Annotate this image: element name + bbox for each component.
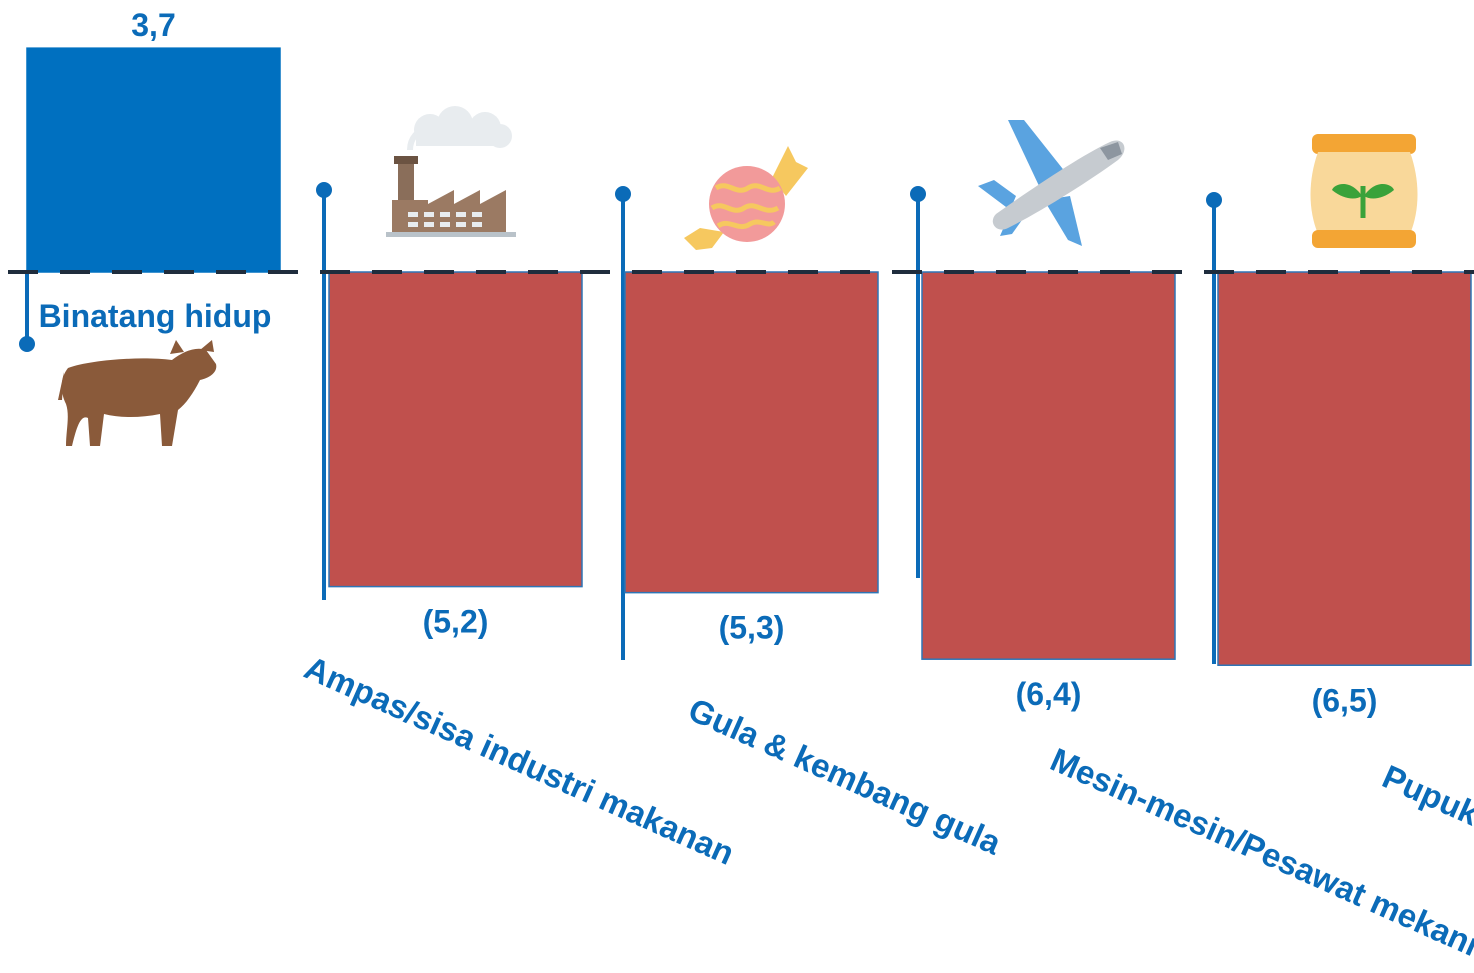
bar-4 [921,271,1176,660]
category-label-2: Ampas/sisa industri makanan [299,649,740,872]
fertilizer-bag-icon [1310,134,1418,248]
bar-1 [26,47,281,273]
pin-markers [19,182,1222,664]
category-label-1: Binatang hidup [39,298,272,334]
bar-3 [624,271,879,594]
bars-group [26,47,1472,666]
pin-dot-5 [1206,192,1222,208]
candy-icon [684,146,808,250]
cow-icon [58,340,217,446]
data-label-5: (6,5) [1312,682,1378,718]
pin-dot-4 [910,186,926,202]
category-label-5: Pupuk [1377,758,1474,833]
data-label-3: (5,3) [719,610,785,646]
data-label-2: (5,2) [423,604,489,640]
data-label-4: (6,4) [1016,676,1082,712]
icons-group [58,106,1418,446]
bar-2 [328,271,583,588]
pin-dot-3 [615,186,631,202]
bar-5 [1217,271,1472,666]
pin-dot-1 [19,336,35,352]
factory-icon [386,106,516,237]
airplane-icon [978,120,1125,246]
data-label-1: 3,7 [131,7,175,43]
pin-dot-2 [316,182,332,198]
